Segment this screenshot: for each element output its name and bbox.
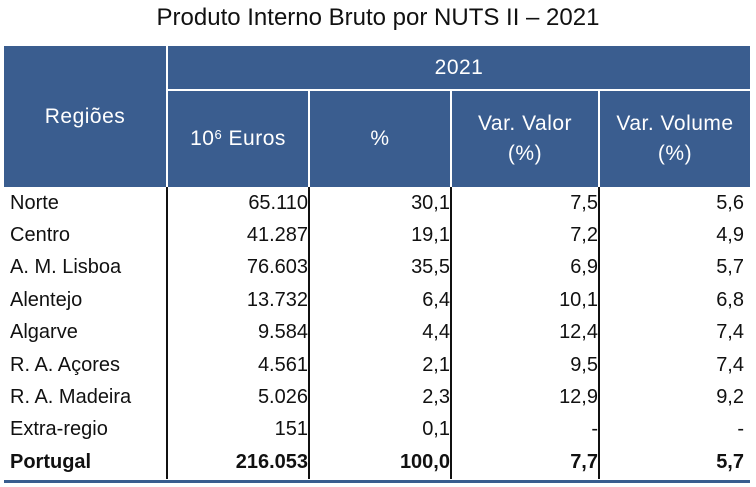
table-title: Produto Interno Bruto por NUTS II – 2021 (156, 4, 600, 31)
cell-var-volume: 9,2 (716, 386, 744, 409)
header-var-valor: Var. Valor (%) (452, 91, 598, 187)
header-divider-horizontal (168, 89, 750, 91)
table-row: Alentejo 13.732 6,4 10,1 6,8 (4, 284, 750, 316)
table-header: Regiões 2021 10 6 Euros % Var. Valor (%) … (4, 46, 750, 187)
table-row: A. M. Lisboa 76.603 35,5 6,9 5,7 (4, 252, 750, 284)
cell-percent: 6,4 (422, 288, 450, 311)
table-row: R. A. Açores 4.561 2,1 9,5 7,4 (4, 349, 750, 381)
table-row: Extra-regio 151 0,1 - - (4, 414, 750, 446)
total-var-volume: 5,7 (716, 450, 744, 473)
total-region: Portugal (10, 450, 92, 473)
table-row: R. A. Madeira 5.026 2,3 12,9 9,2 (4, 381, 750, 413)
cell-region: Norte (10, 191, 59, 214)
cell-euros: 13.732 (246, 288, 308, 311)
header-regions: Regiões (44, 104, 126, 128)
cell-region: A. M. Lisboa (10, 256, 122, 279)
cell-region: Extra-regio (10, 418, 108, 441)
cell-var-valor: 7,2 (570, 224, 598, 247)
header-var-volume-line2: (%) (657, 142, 693, 165)
header-euros-exponent: 6 (214, 127, 223, 142)
cell-var-volume: 6,8 (716, 288, 744, 311)
cell-var-volume: 5,6 (716, 191, 744, 214)
header-year: 2021 (434, 55, 484, 79)
table-row: Algarve 9.584 4,4 12,4 7,4 (4, 317, 750, 349)
cell-percent: 35,5 (411, 256, 450, 279)
header-var-valor-line2: (%) (507, 142, 543, 165)
table-bottom-border (4, 480, 750, 483)
header-percent: % (370, 127, 390, 150)
total-euros: 216.053 (235, 450, 308, 473)
body-divider-2 (308, 187, 310, 479)
table-row: Norte 65.110 30,1 7,5 5,6 (4, 187, 750, 219)
header-divider-vertical-main (166, 46, 168, 187)
body-divider-4 (598, 187, 600, 479)
cell-region: R. A. Madeira (10, 386, 132, 409)
cell-region: R. A. Açores (10, 353, 121, 376)
cell-region: Algarve (10, 321, 78, 344)
header-euros-unit: Euros (222, 127, 286, 150)
header-divider-vertical-2 (308, 91, 310, 187)
table-row: Centro 41.287 19,1 7,2 4,9 (4, 219, 750, 251)
header-var-valor-line1: Var. Valor (477, 112, 573, 135)
cell-percent: 30,1 (411, 191, 450, 214)
cell-percent: 4,4 (422, 321, 450, 344)
cell-euros: 65.110 (248, 191, 308, 214)
cell-var-volume: 7,4 (716, 353, 744, 376)
cell-var-valor: - (591, 418, 598, 441)
header-var-volume-line1: Var. Volume (616, 112, 734, 135)
cell-percent: 0,1 (422, 418, 450, 441)
cell-var-valor: 9,5 (570, 353, 598, 376)
total-var-valor: 7,7 (570, 450, 598, 473)
cell-euros: 4.561 (257, 353, 308, 376)
total-row: Portugal 216.053 100,0 7,7 5,7 (4, 446, 750, 478)
total-percent: 100,0 (399, 450, 450, 473)
cell-var-valor: 6,9 (570, 256, 598, 279)
cell-euros: 9.584 (257, 321, 308, 344)
cell-var-valor: 10,1 (559, 288, 598, 311)
cell-euros: 41.287 (246, 224, 308, 247)
header-euros: 10 6 Euros (168, 91, 308, 187)
header-divider-vertical-3 (450, 91, 452, 187)
cell-var-valor: 12,9 (559, 386, 598, 409)
header-euros-base: 10 (190, 127, 215, 150)
cell-percent: 2,3 (422, 386, 450, 409)
cell-euros: 151 (274, 418, 308, 441)
gdp-table: Regiões 2021 10 6 Euros % Var. Valor (%) … (4, 46, 750, 483)
body-divider-3 (450, 187, 452, 479)
cell-var-valor: 12,4 (559, 321, 598, 344)
cell-euros: 5.026 (257, 386, 308, 409)
header-var-volume: Var. Volume (%) (600, 91, 750, 187)
cell-region: Alentejo (10, 288, 83, 311)
cell-var-volume: 5,7 (716, 256, 744, 279)
header-divider-vertical-4 (598, 91, 600, 187)
cell-region: Centro (10, 224, 71, 247)
table-body: Norte 65.110 30,1 7,5 5,6 Centro 41.287 … (4, 187, 750, 483)
cell-var-valor: 7,5 (570, 191, 598, 214)
cell-var-volume: - (737, 418, 744, 441)
cell-var-volume: 7,4 (716, 321, 744, 344)
cell-percent: 2,1 (422, 353, 450, 376)
cell-euros: 76.603 (246, 256, 308, 279)
cell-var-volume: 4,9 (716, 224, 744, 247)
cell-percent: 19,1 (411, 224, 450, 247)
body-divider-1 (166, 187, 168, 479)
